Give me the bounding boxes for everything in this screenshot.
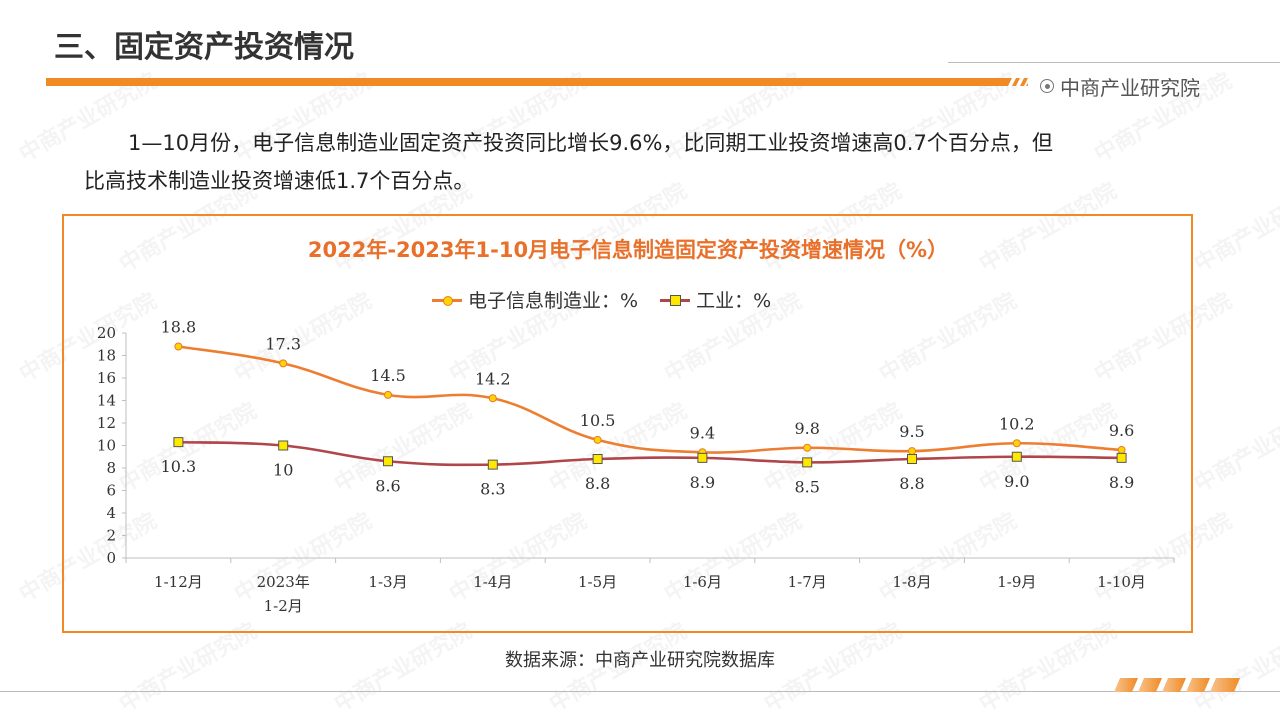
data-point-industry [173, 437, 184, 448]
x-tick-label: 1-9月 [997, 573, 1036, 591]
brand-name: 中商产业研究院 [1060, 76, 1200, 100]
x-tick-label: 1-3月 [368, 573, 407, 591]
data-label-electronic: 9.8 [794, 419, 819, 438]
x-tick-label: 2023年 [257, 573, 310, 591]
data-point-electronic [1117, 446, 1126, 454]
x-tick-label: 1-7月 [788, 573, 827, 591]
data-label-electronic: 14.5 [370, 366, 406, 385]
x-tick-label: 1-5月 [578, 573, 617, 591]
y-tick-label: 8 [106, 459, 116, 477]
x-tick-label: 1-2月 [264, 597, 303, 615]
data-label-electronic: 10.5 [580, 411, 616, 430]
y-tick-label: 20 [97, 324, 116, 342]
data-point-electronic [1012, 439, 1021, 448]
data-label-electronic: 10.2 [999, 414, 1035, 433]
data-point-electronic [384, 390, 392, 399]
x-tick-label: 1-4月 [473, 573, 512, 591]
target-icon [1040, 79, 1054, 93]
y-tick-label: 4 [106, 504, 116, 522]
title-accent-bar [46, 78, 1028, 86]
data-label-industry: 10 [273, 461, 293, 480]
legend-label-industry: 工业：% [696, 290, 772, 312]
data-point-industry [802, 457, 813, 468]
data-point-industry [1011, 451, 1022, 462]
data-label-industry: 8.8 [899, 474, 924, 493]
legend-line-marker-icon [432, 294, 462, 306]
data-point-industry [697, 452, 708, 463]
data-label-electronic: 18.8 [161, 318, 197, 337]
data-point-industry [1116, 452, 1127, 463]
x-tick-label: 1-8月 [892, 573, 931, 591]
title-divider-line [948, 62, 1280, 63]
footer-stripes-icon [1114, 678, 1240, 692]
data-point-industry [487, 459, 498, 470]
data-label-electronic: 9.4 [690, 423, 715, 442]
data-label-industry: 10.3 [161, 457, 197, 476]
page-title: 三、固定资产投资情况 [54, 30, 354, 65]
chart-title: 2022年-2023年1-10月电子信息制造固定资产投资增速情况（%） [307, 238, 949, 262]
data-label-industry: 8.3 [480, 480, 505, 499]
data-point-electronic [174, 342, 183, 351]
data-point-electronic [908, 447, 916, 456]
summary-paragraph: 1—10月份，电子信息制造业固定资产投资同比增长9.6%，比同期工业投资增速高0… [84, 124, 1194, 200]
y-tick-label: 16 [97, 369, 116, 387]
data-point-industry [278, 440, 289, 451]
paragraph-line-2: 比高技术制造业投资增速低1.7个百分点。 [84, 169, 475, 193]
x-tick-label: 1-10月 [1097, 573, 1146, 591]
data-point-electronic [279, 359, 288, 368]
y-tick-label: 18 [97, 347, 116, 365]
y-tick-label: 0 [106, 549, 116, 567]
x-tick-label: 1-6月 [683, 573, 722, 591]
y-tick-label: 10 [97, 437, 116, 455]
y-tick-label: 6 [106, 482, 116, 500]
data-point-electronic [488, 394, 497, 403]
data-point-industry [907, 454, 917, 464]
chart-legend: 电子信息制造业：% 工业：% [432, 286, 771, 313]
legend-item-industry: 工业：% [660, 286, 771, 313]
paragraph-line-1: 1—10月份，电子信息制造业固定资产投资同比增长9.6%，比同期工业投资增速高0… [128, 131, 1053, 155]
data-point-electronic [803, 443, 812, 452]
series-line-electronic [178, 345, 1122, 454]
data-label-electronic: 17.3 [265, 334, 301, 353]
data-source: 数据来源：中商产业研究院数据库 [505, 650, 775, 671]
data-label-electronic: 9.5 [899, 422, 924, 441]
data-label-industry: 9.0 [1004, 472, 1029, 491]
data-point-electronic [593, 435, 602, 444]
data-point-industry [592, 454, 603, 464]
x-tick-label: 1-12月 [154, 573, 203, 591]
data-label-industry: 8.9 [1109, 473, 1134, 492]
footer-divider [0, 691, 1280, 692]
data-label-industry: 8.6 [375, 476, 400, 495]
legend-item-electronic: 电子信息制造业：% [432, 286, 638, 313]
legend-square-marker-icon [660, 294, 691, 306]
stripes-icon [1008, 78, 1030, 86]
data-label-industry: 8.8 [585, 474, 610, 493]
data-label-industry: 8.9 [690, 473, 715, 492]
chart-frame [62, 214, 1193, 633]
data-point-industry [383, 456, 393, 467]
data-label-electronic: 9.6 [1109, 421, 1134, 440]
data-label-industry: 8.5 [794, 477, 819, 496]
brand-logo: 中商产业研究院 [1040, 72, 1200, 101]
data-label-electronic: 14.2 [475, 369, 511, 388]
y-tick-label: 12 [97, 414, 116, 432]
series-line-industry [178, 440, 1122, 467]
legend-label-electronic: 电子信息制造业：% [468, 290, 639, 312]
y-tick-label: 14 [97, 392, 116, 410]
y-tick-label: 2 [106, 527, 116, 545]
